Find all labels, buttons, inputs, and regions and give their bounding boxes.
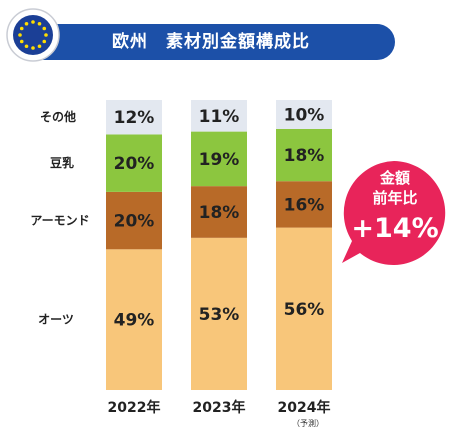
data-label: 19% <box>199 150 240 170</box>
data-label: 12% <box>114 108 155 128</box>
bar-segment <box>191 237 247 390</box>
data-label: 20% <box>114 212 155 232</box>
data-label: 56% <box>284 300 325 320</box>
eu-star <box>44 33 48 37</box>
bar-segment <box>276 181 332 228</box>
eu-star <box>24 21 29 26</box>
data-label: 18% <box>199 203 240 223</box>
eu-star <box>31 46 35 50</box>
eu-star <box>42 26 47 31</box>
bar-segment <box>191 100 247 132</box>
chart-title: 欧州 素材別金額構成比 <box>112 32 310 52</box>
series-label: その他 <box>40 109 76 124</box>
bar-segment <box>276 227 332 390</box>
eu-flag-icon <box>6 8 60 62</box>
data-label: 49% <box>114 311 155 331</box>
x-tick-note: （予測） <box>292 418 324 428</box>
bar-segment <box>106 100 162 135</box>
data-label: 53% <box>199 305 240 325</box>
eu-star <box>31 20 35 24</box>
bar-segment <box>276 100 332 129</box>
bar-segment <box>106 249 162 390</box>
data-label: 16% <box>284 195 325 215</box>
badge-line2: 前年比 <box>372 189 418 207</box>
bar-segment <box>106 191 162 250</box>
bar-segment <box>191 131 247 187</box>
badge-line1: 金額 <box>379 169 410 187</box>
eu-star <box>19 26 24 31</box>
bar-segment <box>191 186 247 238</box>
eu-star <box>18 33 22 37</box>
eu-star <box>37 21 42 26</box>
data-label: 11% <box>199 107 240 127</box>
x-tick-label: 2024年 <box>278 399 331 416</box>
growth-badge: 金額 前年比 +14% <box>336 155 454 273</box>
badge-value: +14% <box>351 213 439 244</box>
data-label: 10% <box>284 106 325 126</box>
x-tick-label: 2023年 <box>193 399 246 416</box>
eu-star <box>24 44 29 49</box>
bar-segment <box>276 129 332 182</box>
bar-segment <box>106 134 162 192</box>
eu-star <box>37 44 42 49</box>
series-label: 豆乳 <box>50 155 74 170</box>
series-label: オーツ <box>38 313 74 327</box>
data-label: 18% <box>284 146 325 166</box>
title-bar: 欧州 素材別金額構成比 <box>40 24 395 60</box>
x-tick-label: 2022年 <box>108 399 161 416</box>
badge-shape <box>342 161 446 265</box>
series-label: アーモンド <box>30 214 89 228</box>
eu-star <box>19 39 24 44</box>
data-label: 20% <box>114 154 155 174</box>
eu-star <box>42 39 47 44</box>
